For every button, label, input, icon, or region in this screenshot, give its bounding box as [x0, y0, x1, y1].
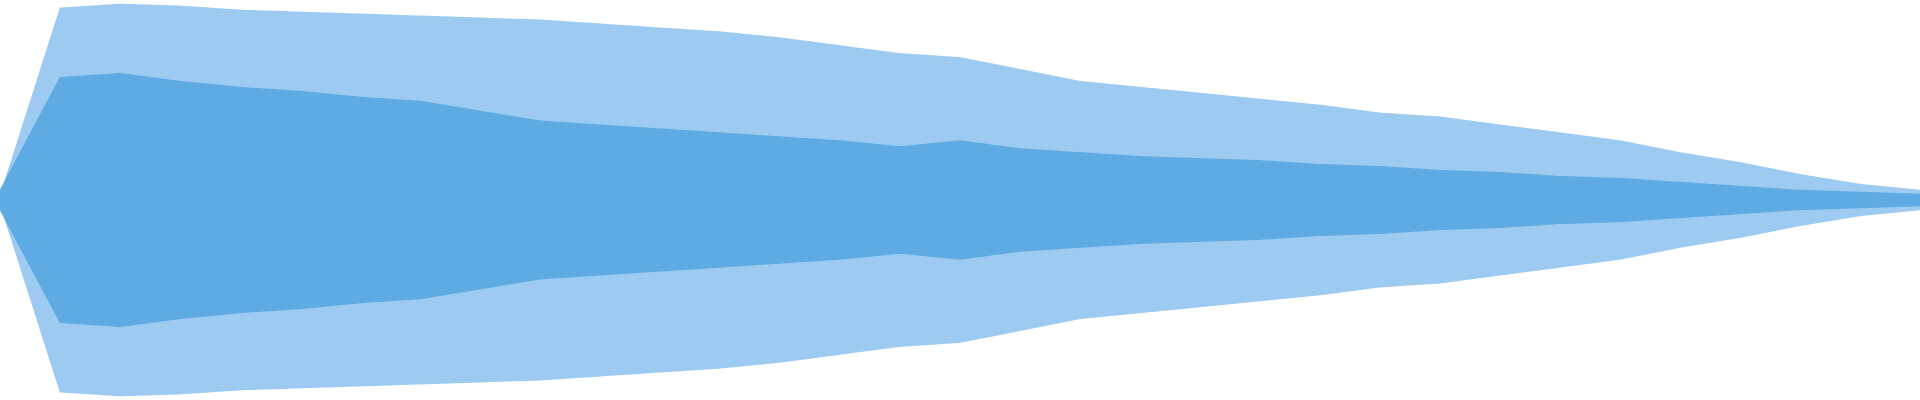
wave-segment: [1139, 156, 1201, 244]
wave-segment: [839, 140, 901, 260]
wave-segment: [1559, 175, 1621, 225]
wave-segment: [659, 128, 721, 272]
wave-segment: [599, 124, 661, 276]
wave-segment: [1499, 171, 1561, 229]
wave-segment: [119, 72, 181, 328]
wave-segment: [479, 110, 541, 290]
wave-segment: [1859, 191, 1920, 209]
wave-segment: [1199, 158, 1261, 242]
wave-segment: [539, 120, 601, 280]
wave-segment: [1679, 181, 1741, 219]
wave-segment: [899, 140, 961, 260]
wave-segment: [1739, 185, 1801, 215]
wave-segment: [419, 100, 481, 300]
wave-segment: [1019, 148, 1081, 252]
wave-segment: [59, 72, 121, 328]
wave-segment: [719, 132, 781, 268]
wave-segment: [1379, 166, 1441, 234]
wave-segment: [239, 86, 301, 314]
wave-segment: [1079, 152, 1141, 248]
wave-segment: [1619, 177, 1681, 223]
wave-segment: [779, 136, 841, 264]
wave-segment: [1319, 164, 1381, 236]
wave-segment: [1439, 169, 1501, 231]
wave-segment: [959, 140, 1021, 260]
wave-segment: [299, 90, 361, 310]
wave-segment: [359, 96, 421, 304]
wave-segment: [1259, 160, 1321, 240]
wave-segment: [1799, 189, 1861, 211]
wave-segment: [179, 80, 241, 320]
